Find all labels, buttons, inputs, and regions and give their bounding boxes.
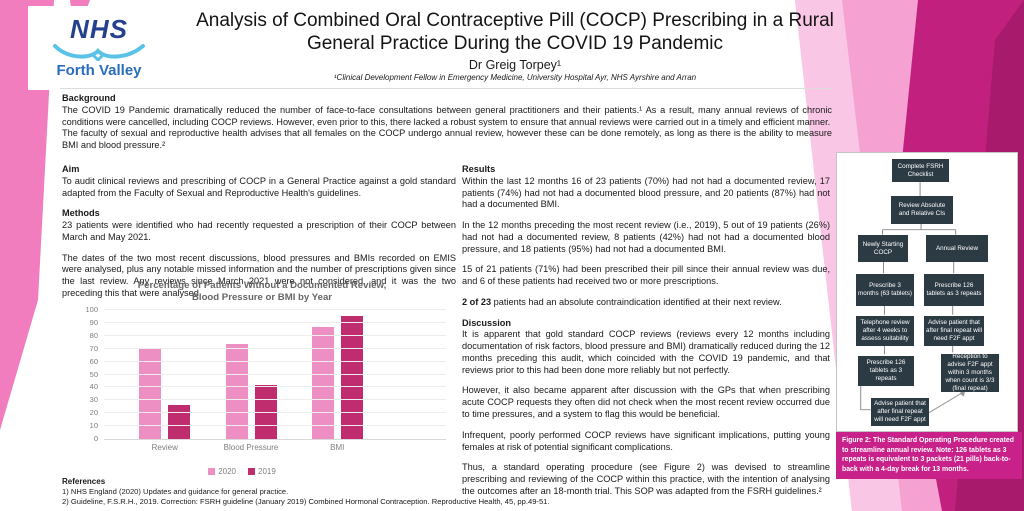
- chart-x-label: Blood Pressure: [223, 443, 279, 452]
- flowbox-advise-f2f-right: Advise patient that after final repeat w…: [924, 316, 984, 346]
- results-p4: 2 of 23 patients had an absolute contrai…: [462, 297, 830, 309]
- discussion-p2: However, it also became apparent after d…: [462, 385, 830, 420]
- legend-item-2019: 2019: [248, 467, 276, 476]
- references: References 1) NHS England (2020) Updates…: [62, 477, 782, 507]
- methods-p2: The dates of the two most recent discuss…: [62, 252, 456, 298]
- chart-gridline: [104, 321, 446, 323]
- chart-y-tick-label: 100: [85, 305, 98, 314]
- chart-gridline: [104, 347, 446, 349]
- chart-y-tick-label: 60: [89, 356, 98, 366]
- results-p1: Within the last 12 months 16 of 23 patie…: [462, 175, 830, 210]
- discussion-heading: Discussion: [462, 317, 512, 328]
- figure2-caption-label: Figure 2:: [842, 437, 872, 444]
- results-p2: In the 12 months preceding the most rece…: [462, 220, 830, 254]
- nhs-logo-card: NHS Forth Valley: [28, 6, 178, 90]
- right-column: Results Within the last 12 months 16 of …: [462, 164, 830, 507]
- chart-y-tick-label: 40: [89, 382, 98, 392]
- bar-2019-review: [168, 405, 191, 439]
- legend-item-2020: 2020: [208, 467, 236, 476]
- chart-y-tick-label: 90: [89, 317, 98, 327]
- reference-item: 1) NHS England (2020) Updates and guidan…: [62, 487, 289, 497]
- header: Analysis of Combined Oral Contraceptive …: [185, 10, 845, 82]
- figure2-caption-text: The Standard Operating Procedure created…: [842, 437, 1014, 473]
- references-heading: References: [62, 477, 106, 486]
- nhs-org-name: Forth Valley: [56, 62, 142, 79]
- flowbox-newly-starting-cocp: Newly Starting COCP: [858, 235, 908, 262]
- chart-gridline: [104, 412, 446, 414]
- chart-y-tick-label: 0: [93, 434, 98, 443]
- background-p2: The faculty of sexual and reproductive h…: [62, 128, 832, 151]
- chart-title-line2: Blood Pressure or BMI by Year: [191, 291, 333, 303]
- chart-gridline: [104, 373, 446, 375]
- chart-y-tick-label: 50: [89, 369, 98, 379]
- flowbox-reception-advise: Reception to advise F2F appt within 3 mo…: [941, 353, 999, 392]
- bar-2020-bmi: [311, 326, 334, 439]
- bar-2020-review: [139, 348, 162, 439]
- chart-figure1: Percentage of Patients Without a Documen…: [66, 280, 458, 480]
- chart-x-label: BMI: [330, 443, 345, 452]
- legend-swatch: [208, 468, 216, 475]
- chart-title: Percentage of Patients Without a Documen…: [66, 280, 458, 304]
- chart-gridline: [104, 360, 446, 362]
- flowbox-advise-f2f-left: Advise patient that after final repeat w…: [871, 398, 929, 426]
- chart-y-tick-label: 70: [89, 343, 98, 353]
- background-p1: The COVID 19 Pandemic dramatically reduc…: [62, 104, 832, 127]
- chart-gridline: [104, 334, 446, 336]
- chart-legend: 2020 2019: [66, 467, 418, 476]
- bar-group-bmi: BMI: [311, 310, 363, 452]
- chart-x-label: Review: [151, 443, 178, 452]
- flowbox-telephone-review: Telephone review after 4 weeks to assess…: [856, 316, 914, 346]
- section-background: Background The COVID 19 Pandemic dramati…: [62, 93, 832, 152]
- flowbox-prescribe-126-right: Prescribe 126 tablets as 3 repeats: [924, 274, 984, 306]
- flowbox-review-cis: Review Absolute and Relative CIs: [891, 196, 953, 224]
- bar-group-blood-pressure: Blood Pressure: [224, 310, 278, 452]
- results-p4-bold: 2 of 23: [462, 296, 492, 307]
- results-p4-rest: patients had an absolute contraindicatio…: [491, 296, 782, 307]
- chart-y-tick-label: 80: [89, 330, 98, 340]
- methods-p1: 23 patients were identified who had rece…: [62, 220, 456, 242]
- poster-affiliation: ¹Clinical Development Fellow in Emergenc…: [333, 72, 697, 82]
- bar-group-review: Review: [139, 310, 191, 452]
- flowbox-complete-fsrh-checklist: Complete FSRH Checklist: [892, 159, 949, 182]
- legend-swatch: [248, 468, 255, 475]
- chart-plot: Review Blood Pressure BMI 0 10 20 30 40 50 60 70 8…: [85, 305, 446, 452]
- results-heading: Results: [462, 164, 496, 174]
- flowbox-prescribe-126-left: Prescribe 126 tablets as 3 repeats: [858, 356, 914, 386]
- figure2-flowchart: Complete FSRH Checklist Review Absolute …: [836, 152, 1018, 432]
- nhs-swoosh-icon: [53, 44, 145, 61]
- chart-y-tick-label: 10: [89, 421, 98, 431]
- results-p3: 15 of 21 patients (71%) had been prescri…: [462, 264, 830, 287]
- discussion-p3: Infrequent, poorly performed COCP review…: [462, 429, 830, 452]
- nhs-logo-text: NHS: [70, 14, 128, 44]
- bar-2020-blood-pressure: [225, 343, 248, 439]
- figure2-caption: Figure 2: The Standard Operating Procedu…: [836, 432, 1022, 479]
- aim-heading: Aim: [62, 164, 80, 174]
- flowbox-prescribe-3-months: Prescribe 3 months (63 tablets): [856, 274, 914, 306]
- chart-gridline: [104, 399, 446, 401]
- discussion-p1: It is apparent that gold standard COCP r…: [462, 329, 830, 375]
- background-heading: Background: [62, 93, 116, 103]
- chart-groups: Review Blood Pressure BMI: [104, 310, 446, 452]
- poster-title: Analysis of Combined Oral Contraceptive …: [196, 10, 834, 54]
- reference-item: 2) Guideline, F.S.R.H., 2019. Correction…: [62, 497, 550, 507]
- left-column: Aim To audit clinical reviews and prescr…: [62, 164, 456, 309]
- flowchart-connectors: [860, 182, 966, 414]
- discussion-p4: Thus, a standard operating procedure (se…: [462, 462, 830, 496]
- header-divider: [60, 88, 832, 89]
- chart-y-tick-label: 30: [89, 395, 98, 405]
- flowbox-annual-review: Annual Review: [926, 235, 988, 262]
- bar-2019-bmi: [340, 316, 363, 439]
- chart-gridline: [104, 425, 446, 427]
- chart-gridline: [104, 309, 446, 310]
- chart-title-line1: Percentage of Patients Without a Documen…: [137, 280, 387, 291]
- aim-p1: To audit clinical reviews and prescribin…: [62, 175, 456, 198]
- chart-gridline: [104, 386, 446, 388]
- poster-author: Dr Greig Torpey¹: [468, 57, 562, 72]
- methods-heading: Methods: [62, 208, 100, 219]
- chart-y-tick-label: 20: [89, 408, 98, 418]
